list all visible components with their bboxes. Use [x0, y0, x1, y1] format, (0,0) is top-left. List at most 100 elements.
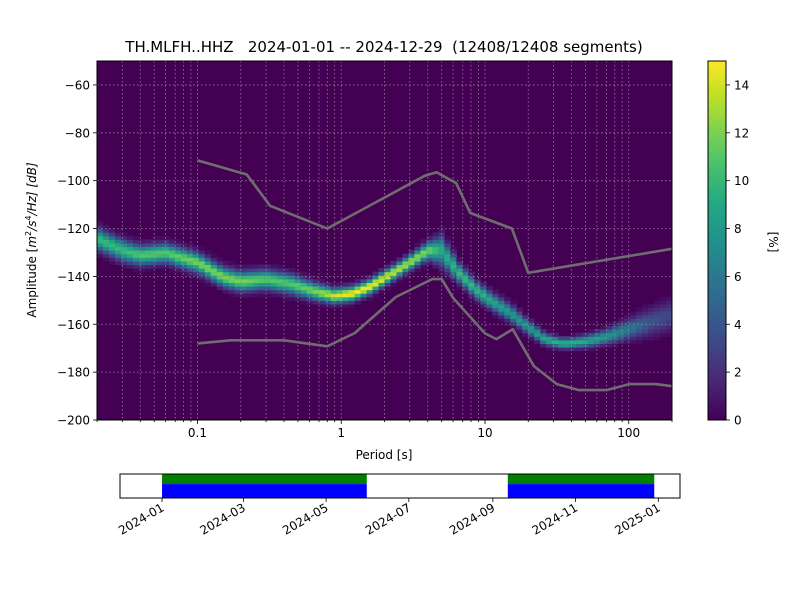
heatmap-cell — [114, 232, 122, 237]
heatmap-cell — [198, 250, 206, 255]
heatmap-cell — [384, 285, 392, 291]
heatmap-cell — [576, 336, 583, 341]
plot-background — [97, 61, 672, 420]
heatmap-cell — [324, 296, 332, 301]
heatmap-cell — [97, 239, 104, 244]
heatmap-cell — [396, 278, 404, 283]
heatmap-cell — [444, 275, 451, 280]
heatmap-cell — [120, 242, 128, 248]
heatmap-cell — [636, 318, 643, 323]
heatmap-cell — [114, 246, 122, 251]
heatmap-cell — [204, 268, 212, 273]
heatmap-cell — [120, 260, 128, 266]
heatmap-cell — [294, 293, 302, 298]
chart-title: TH.MLFH..HHZ 2024-01-01 -- 2024-12-29 (1… — [124, 38, 642, 56]
heatmap-cell — [558, 347, 565, 352]
heatmap-cell — [276, 282, 284, 287]
heatmap-cell — [546, 347, 553, 352]
colorbar-tick-label: 2 — [734, 366, 742, 380]
y-tick-label: −200 — [57, 414, 90, 428]
heatmap-cell — [102, 246, 110, 251]
heatmap-cell — [414, 250, 422, 255]
heatmap-cell — [660, 303, 667, 309]
heatmap-cell — [426, 242, 434, 248]
heatmap-cell — [318, 293, 326, 298]
heatmap-cell — [570, 343, 577, 348]
heatmap-cell — [426, 250, 434, 255]
heatmap-cell — [306, 282, 314, 287]
heatmap-cell — [432, 242, 440, 248]
heatmap-cell — [180, 260, 188, 266]
heatmap-cell — [258, 278, 266, 283]
heatmap-cell — [144, 239, 152, 244]
heatmap-cell — [216, 264, 224, 269]
heatmap-cell — [366, 285, 374, 291]
heatmap-cell — [402, 264, 410, 269]
heatmap-cell — [330, 300, 338, 305]
heatmap-cell — [576, 332, 583, 337]
heatmap-cell — [204, 275, 212, 280]
heatmap-cell — [120, 253, 128, 258]
heatmap-cell — [372, 278, 380, 283]
heatmap-cell — [642, 311, 649, 316]
heatmap-cell — [396, 275, 404, 280]
heatmap-cell — [630, 332, 637, 337]
heatmap-cell — [270, 278, 278, 283]
heatmap-cell — [126, 264, 134, 269]
heatmap-cell — [366, 282, 374, 287]
heatmap-cell — [126, 250, 134, 255]
heatmap-cell — [252, 275, 260, 280]
heatmap-cell — [258, 271, 266, 276]
date-tick-label: 2024-09 — [447, 500, 497, 537]
heatmap-cell — [282, 275, 290, 280]
heatmap-cell — [480, 293, 487, 298]
heatmap-cell — [654, 336, 661, 341]
heatmap-cell — [366, 289, 374, 294]
heatmap-cell — [264, 293, 272, 298]
heatmap-cell — [654, 311, 661, 316]
heatmap-cell — [480, 296, 487, 301]
heatmap-cell — [588, 343, 595, 348]
heatmap-cell — [462, 282, 469, 287]
heatmap-cell — [300, 285, 308, 291]
heatmap-cell — [570, 339, 577, 345]
heatmap-cell — [450, 268, 457, 273]
heatmap-cell — [132, 246, 140, 251]
heatmap-cell — [240, 285, 248, 291]
heatmap-cell — [624, 332, 631, 337]
heatmap-cell — [306, 278, 314, 283]
heatmap-cell — [168, 246, 176, 251]
heatmap-cell — [636, 311, 643, 316]
heatmap-cell — [510, 314, 517, 319]
heatmap-cell — [240, 264, 248, 269]
heatmap-cell — [276, 289, 284, 294]
heatmap-cell — [474, 282, 481, 287]
heatmap-cell — [228, 264, 236, 269]
date-tick-label: 2025-01 — [612, 500, 662, 537]
heatmap-cell — [192, 246, 200, 251]
heatmap-cell — [378, 271, 386, 276]
heatmap-cell — [372, 282, 380, 287]
heatmap-cell — [390, 282, 398, 287]
heatmap-cell — [396, 271, 404, 276]
heatmap-cell — [456, 264, 463, 269]
heatmap-cell — [456, 275, 463, 280]
heatmap-cell — [234, 268, 242, 273]
heatmap-cell — [420, 257, 428, 262]
heatmap-cell — [378, 289, 386, 294]
heatmap-cell — [246, 285, 254, 291]
heatmap-cell — [252, 289, 260, 294]
heatmap-cell — [456, 260, 463, 266]
heatmap-cell — [510, 318, 517, 323]
heatmap-cell — [414, 246, 422, 251]
heatmap-cell — [360, 289, 368, 294]
heatmap-cell — [516, 329, 523, 334]
heatmap-cell — [120, 239, 128, 244]
heatmap-cell — [462, 264, 469, 269]
y-tick-label: −80 — [65, 126, 90, 140]
heatmap-cell — [312, 293, 320, 298]
y-tick-label: −140 — [57, 270, 90, 284]
heatmap-cell — [444, 239, 451, 244]
heatmap-cell — [414, 242, 422, 248]
heatmap-cell — [270, 289, 278, 294]
